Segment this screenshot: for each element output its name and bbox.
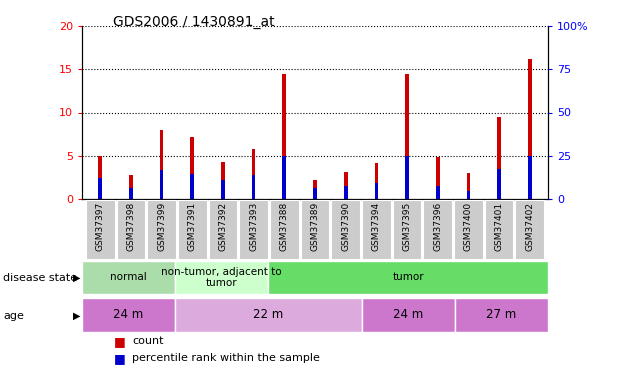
FancyBboxPatch shape [362, 200, 391, 260]
FancyBboxPatch shape [423, 200, 452, 260]
Bar [374, 183, 378, 199]
FancyBboxPatch shape [86, 200, 115, 260]
Bar [344, 186, 348, 199]
Text: ▶: ▶ [73, 311, 81, 321]
FancyBboxPatch shape [209, 200, 238, 260]
Bar [344, 172, 348, 199]
Text: GSM37393: GSM37393 [249, 202, 258, 251]
Text: GSM37399: GSM37399 [157, 202, 166, 251]
Bar [252, 149, 256, 199]
Text: 22 m: 22 m [253, 309, 284, 321]
Text: GSM37400: GSM37400 [464, 202, 473, 251]
Text: disease state: disease state [3, 273, 77, 283]
FancyBboxPatch shape [239, 200, 268, 260]
Bar [282, 156, 286, 199]
Bar [98, 156, 102, 199]
Bar [497, 117, 501, 199]
Bar [313, 180, 317, 199]
Bar [190, 136, 194, 199]
Bar [252, 175, 256, 199]
FancyBboxPatch shape [484, 200, 513, 260]
Text: count: count [132, 336, 164, 346]
Bar [190, 174, 194, 199]
Bar [528, 59, 532, 199]
Bar [528, 156, 532, 199]
Bar [374, 164, 378, 199]
Text: non-tumor, adjacent to
tumor: non-tumor, adjacent to tumor [161, 267, 282, 288]
Text: GSM37401: GSM37401 [495, 202, 503, 251]
Text: ■: ■ [113, 335, 125, 348]
Text: tumor: tumor [392, 273, 424, 282]
FancyBboxPatch shape [454, 200, 483, 260]
Bar [221, 162, 225, 199]
FancyBboxPatch shape [515, 200, 544, 260]
Bar [98, 178, 102, 199]
Bar [466, 191, 470, 199]
Text: age: age [3, 311, 24, 321]
Bar [497, 169, 501, 199]
FancyBboxPatch shape [178, 200, 207, 260]
FancyBboxPatch shape [82, 261, 175, 294]
Bar [405, 156, 409, 199]
FancyBboxPatch shape [268, 261, 548, 294]
Text: 24 m: 24 m [393, 309, 423, 321]
Bar [129, 176, 133, 199]
Bar [466, 173, 470, 199]
Text: GSM37396: GSM37396 [433, 202, 442, 251]
Text: ▶: ▶ [73, 273, 81, 283]
Text: GSM37388: GSM37388 [280, 202, 289, 251]
Bar [313, 188, 317, 199]
FancyBboxPatch shape [175, 298, 362, 332]
Bar [436, 186, 440, 199]
Text: ■: ■ [113, 352, 125, 364]
Text: GDS2006 / 1430891_at: GDS2006 / 1430891_at [113, 15, 275, 29]
Bar [160, 130, 164, 199]
FancyBboxPatch shape [455, 298, 548, 332]
Text: GSM37394: GSM37394 [372, 202, 381, 251]
FancyBboxPatch shape [331, 200, 360, 260]
FancyBboxPatch shape [301, 200, 329, 260]
Text: GSM37395: GSM37395 [403, 202, 411, 251]
FancyBboxPatch shape [175, 261, 268, 294]
Bar [160, 170, 164, 199]
FancyBboxPatch shape [147, 200, 176, 260]
Bar [221, 180, 225, 199]
FancyBboxPatch shape [362, 298, 455, 332]
Bar [129, 188, 133, 199]
Text: normal: normal [110, 273, 147, 282]
Bar [436, 158, 440, 199]
Text: GSM37402: GSM37402 [525, 202, 534, 251]
Text: 27 m: 27 m [486, 309, 517, 321]
Text: GSM37397: GSM37397 [96, 202, 105, 251]
Bar [405, 74, 409, 199]
FancyBboxPatch shape [82, 298, 175, 332]
Text: 24 m: 24 m [113, 309, 144, 321]
Text: GSM37392: GSM37392 [219, 202, 227, 251]
Text: GSM37390: GSM37390 [341, 202, 350, 251]
Text: percentile rank within the sample: percentile rank within the sample [132, 353, 320, 363]
FancyBboxPatch shape [270, 200, 299, 260]
FancyBboxPatch shape [117, 200, 146, 260]
FancyBboxPatch shape [392, 200, 421, 260]
Text: GSM37391: GSM37391 [188, 202, 197, 251]
Text: GSM37389: GSM37389 [311, 202, 319, 251]
Text: GSM37398: GSM37398 [127, 202, 135, 251]
Bar [282, 74, 286, 199]
